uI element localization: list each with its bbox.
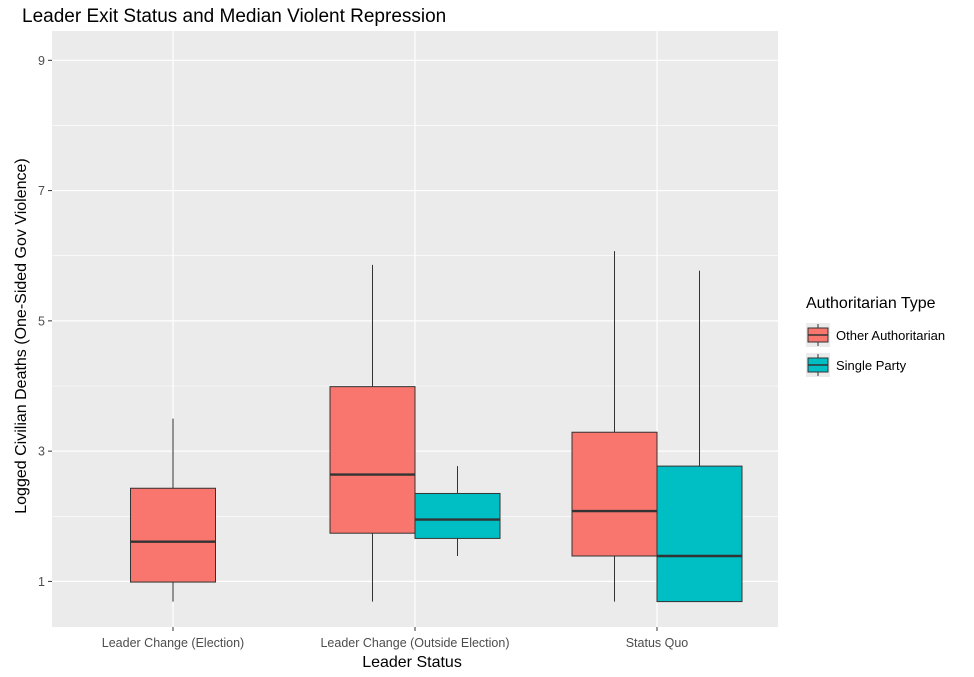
y-axis-title: Logged Civilian Deaths (One-Sided Gov Vi… <box>13 158 30 514</box>
axes: 1 3 5 7 9 Leader Change (Election) Leader Chan… <box>38 54 688 650</box>
legend-item-single-party: Single Party <box>806 350 945 380</box>
box <box>130 487 216 583</box>
x-tick-label: Leader Change (Election) <box>102 636 244 650</box>
legend-item-other-authoritarian: Other Authoritarian <box>806 320 945 350</box>
y-tick-label: 3 <box>38 445 45 459</box>
x-tick-label: Leader Change (Outside Election) <box>320 636 509 650</box>
y-tick-label: 9 <box>38 54 45 68</box>
y-tick-label: 7 <box>38 184 45 198</box>
box <box>329 386 416 534</box>
box <box>571 431 658 557</box>
box <box>656 465 743 603</box>
chart-title: Leader Exit Status and Median Violent Re… <box>22 6 447 27</box>
y-tick-label: 5 <box>38 314 45 328</box>
boxes <box>130 251 743 603</box>
legend: Authoritarian Type Other Authoritarian S… <box>806 295 945 380</box>
legend-key-single-party <box>806 353 830 377</box>
legend-key-other-authoritarian <box>806 323 830 347</box>
legend-title: Authoritarian Type <box>806 295 936 312</box>
legend-label-other-authoritarian: Other Authoritarian <box>836 327 946 343</box>
x-tick-label: Status Quo <box>626 636 689 650</box>
x-axis-title: Leader Status <box>362 654 462 671</box>
legend-label-single-party: Single Party <box>836 357 907 373</box>
box <box>414 492 501 539</box>
y-tick-label: 1 <box>38 575 45 589</box>
